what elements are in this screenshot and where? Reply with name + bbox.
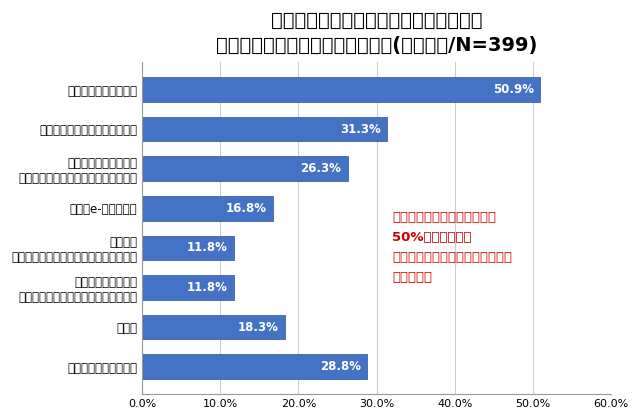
Bar (142, 157, 348, 181)
Bar (142, 196, 273, 220)
Text: 11.8%: 11.8% (187, 241, 228, 255)
Bar (142, 275, 234, 300)
Text: 11.8%: 11.8% (187, 281, 228, 294)
Text: 28.8%: 28.8% (320, 360, 361, 373)
Text: 18.3%: 18.3% (238, 320, 279, 333)
Bar (142, 315, 285, 339)
Bar (142, 117, 387, 142)
Text: 31.3%: 31.3% (340, 123, 381, 136)
Text: 50.9%: 50.9% (493, 83, 534, 96)
Bar (142, 354, 367, 379)
Text: 16.8%: 16.8% (226, 202, 267, 215)
Bar (142, 236, 234, 260)
Bar (142, 77, 540, 102)
Text: スバル「アイサイト」以外は
50%を切る結果に
まだまだ漠然としたイメージの方
が多いよう: スバル「アイサイト」以外は 50%を切る結果に まだまだ漠然としたイメージの方 … (392, 211, 512, 284)
Text: 26.3%: 26.3% (301, 162, 341, 175)
Title: あなたが知っている運転支援システムを
搭載している車を教えてください(複数回答/N=399): あなたが知っている運転支援システムを 搭載している車を教えてください(複数回答/… (216, 11, 538, 55)
